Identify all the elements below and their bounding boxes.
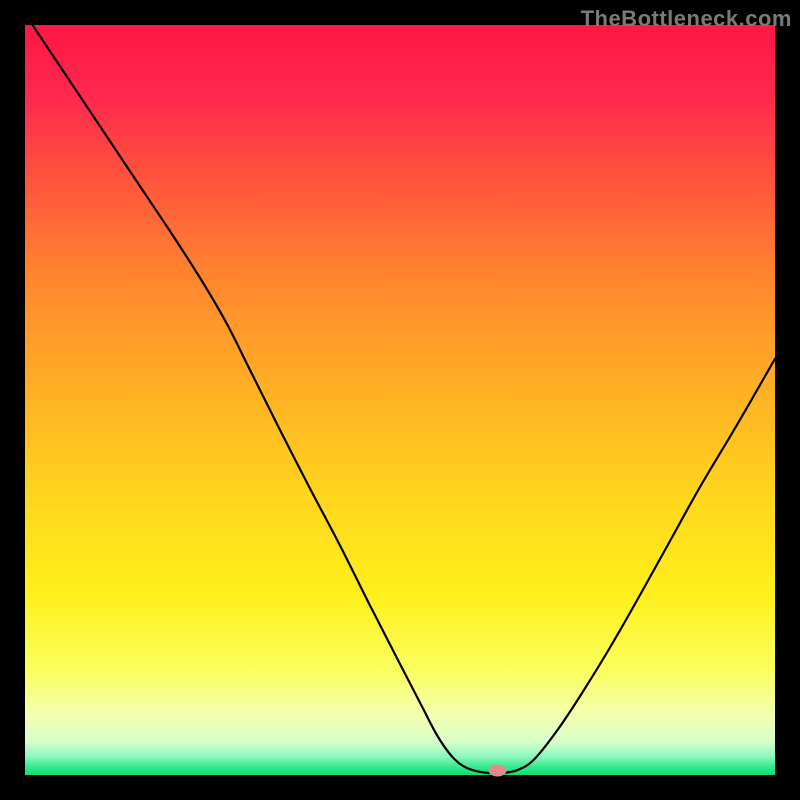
optimal-point-marker xyxy=(489,765,507,777)
bottleneck-chart xyxy=(0,0,800,800)
chart-container: TheBottleneck.com xyxy=(0,0,800,800)
